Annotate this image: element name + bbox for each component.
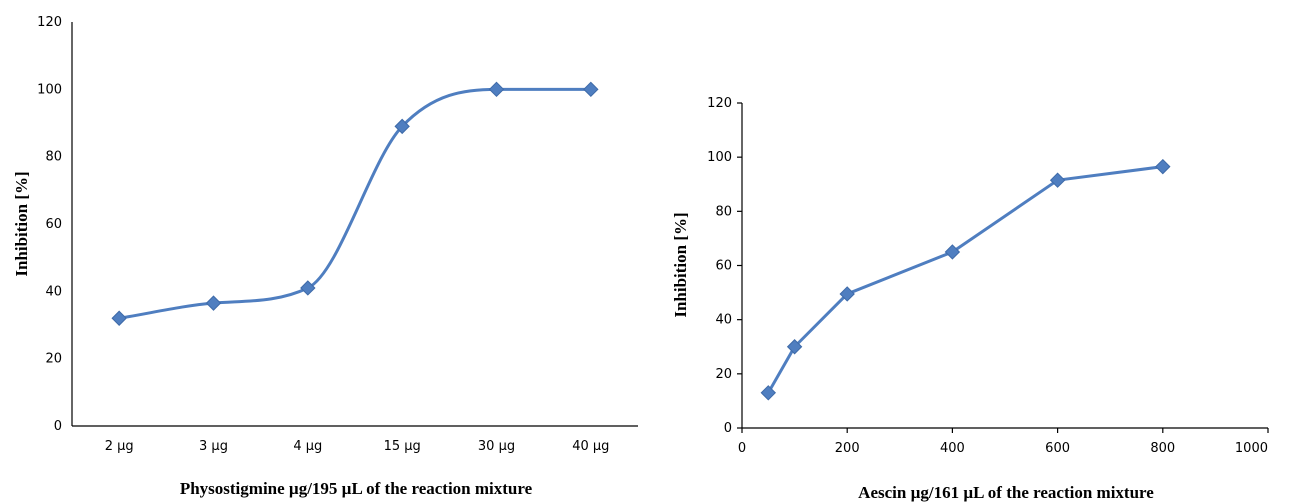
chart2-x-tick-label: 600 xyxy=(1045,441,1070,456)
chart2-y-tick-label: 100 xyxy=(707,150,732,165)
chart2-data-point xyxy=(1049,172,1066,188)
chart2-y-axis-title: Inhibition [%] xyxy=(671,212,690,317)
chart2-data-point xyxy=(760,385,777,401)
chart1-y-tick-label: 120 xyxy=(37,15,62,30)
chart1-y-tick-labels: 0 20 40 60 80 100 120 xyxy=(37,15,62,434)
chart2-x-axis-title: Aescin µg/161 µL of the reaction mixture xyxy=(858,483,1154,502)
chart2-y-tick-label: 40 xyxy=(715,313,732,328)
chart1-data-point xyxy=(488,81,505,98)
chart1-data-point xyxy=(111,310,127,326)
chart1-y-tick-label: 60 xyxy=(45,217,62,232)
chart2-data-points xyxy=(760,158,1171,401)
chart1-data-point xyxy=(205,295,222,311)
aescin-chart: 0 20 40 60 80 100 120 0 200 400 600 800 1000 Inhibi… xyxy=(671,96,1269,502)
chart2-x-tick-label: 200 xyxy=(835,441,860,456)
chart1-y-tick-label: 0 xyxy=(54,419,62,434)
chart2-data-point xyxy=(839,286,855,302)
chart2-x-tick-label: 400 xyxy=(940,441,965,456)
chart2-y-tick-label: 0 xyxy=(724,421,732,436)
chart2-x-tick-label: 1000 xyxy=(1235,441,1268,456)
chart2-y-tick-labels: 0 20 40 60 80 100 120 xyxy=(707,96,742,436)
chart1-x-tick-label: 40 µg xyxy=(572,439,609,454)
chart1-x-tick-label: 3 µg xyxy=(199,439,228,454)
chart1-x-tick-label: 30 µg xyxy=(478,439,515,454)
chart2-data-point xyxy=(1155,158,1171,175)
chart2-data-point xyxy=(944,244,961,260)
chart2-y-tick-label: 120 xyxy=(707,96,732,111)
chart2-y-tick-label: 80 xyxy=(715,204,732,219)
chart2-x-tick-labels: 0 200 400 600 800 1000 xyxy=(738,428,1269,456)
chart2-x-tick-label: 0 xyxy=(738,441,746,456)
chart2-y-tick-label: 60 xyxy=(715,259,732,274)
chart1-data-point xyxy=(394,118,410,135)
chart1-y-tick-label: 20 xyxy=(45,352,62,367)
chart1-y-tick-label: 80 xyxy=(45,150,62,165)
chart1-y-tick-label: 100 xyxy=(37,82,62,97)
chart2-x-tick-label: 800 xyxy=(1150,441,1175,456)
chart1-y-tick-label: 40 xyxy=(45,284,62,299)
chart2-series-line xyxy=(766,165,1165,395)
chart1-x-tick-label: 15 µg xyxy=(384,439,421,454)
chart2-y-tick-label: 20 xyxy=(715,367,732,382)
chart1-data-points xyxy=(111,81,599,326)
chart1-data-point xyxy=(583,81,599,98)
chart1-series-line xyxy=(117,87,593,320)
chart1-x-tick-label: 2 µg xyxy=(105,439,134,454)
chart1-x-tick-label: 4 µg xyxy=(293,439,322,454)
physostigmine-chart: 0 20 40 60 80 100 120 2 µg 3 µg 4 µg 15 µg 30 µg 40… xyxy=(12,15,638,498)
chart1-x-axis-title: Physostigmine µg/195 µL of the reaction … xyxy=(180,479,533,498)
chart1-data-point xyxy=(300,280,316,296)
chart2-data-point xyxy=(786,339,803,355)
chart1-y-axis-title: Inhibition [%] xyxy=(12,171,31,276)
chart1-x-tick-labels: 2 µg 3 µg 4 µg 15 µg 30 µg 40 µg xyxy=(105,439,610,454)
